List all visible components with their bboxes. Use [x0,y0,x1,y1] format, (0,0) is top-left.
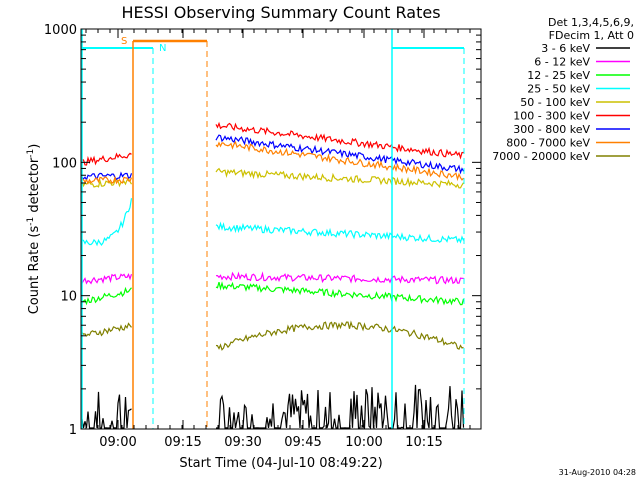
series-3-pre [81,198,133,247]
legend-label: 7000 - 20000 keV [492,150,590,163]
legend-label: 3 - 6 keV [541,42,590,55]
annotation-s: S [121,36,127,47]
y-tick-label: 100 [52,156,77,171]
x-tick-label: 09:15 [164,435,201,450]
y-axis-label-sup1: -1 [26,217,36,226]
x-tick-label: 09:30 [224,435,261,450]
series-0-post [216,384,465,430]
series-7-post [215,140,464,182]
series-4-post [215,167,465,189]
x-tick-label: 09:00 [99,435,136,450]
footer-timestamp: 31-Aug-2010 04:28 [559,468,636,477]
legend-label: 800 - 7000 keV [506,137,590,150]
series-0-pre [81,391,132,429]
series-2-post [215,281,465,306]
x-tick-label: 09:45 [284,435,321,450]
legend: Det 1,3,4,5,6,9, FDecim 1, Att 0 3 - 6 k… [492,16,634,163]
series-1-pre [81,272,133,285]
y-axis-label-mid: detector [27,157,42,217]
x-axis-label: Start Time (04-Jul-10 08:49:22) [179,456,382,471]
y-axis-label-main: Count Rate (s [27,226,42,315]
series-6-post [215,134,465,175]
chart-title: HESSI Observing Summary Count Rates [121,3,440,22]
series-8-pre [81,322,132,337]
series-8-post [215,320,464,351]
annotations-layer: SN [81,29,465,429]
legend-header-2: FDecim 1, Att 0 [549,29,634,42]
series-5-post [215,121,464,160]
series-1-post [215,271,464,285]
series-7-pre [81,175,133,185]
series-6-pre [81,171,133,182]
tick-layer: 1 10 100 1000 09:00 09:15 09:30 09:45 10:00 10:15 [44,23,481,450]
annotation-n: N [159,43,166,54]
legend-label: 25 - 50 keV [527,83,590,96]
y-tick-label: 10 [60,290,77,305]
plot-frame [80,28,482,430]
legend-label: 100 - 300 keV [513,110,590,123]
series-3-post [215,221,465,244]
series-layer [81,121,465,430]
legend-label: 6 - 12 keV [534,56,590,69]
y-axis-label-sup2: -1 [26,149,36,158]
legend-label: 12 - 25 keV [527,69,590,82]
y-tick-label: 1000 [44,23,77,38]
y-axis-label-end: ) [27,144,42,149]
legend-label: 50 - 100 keV [520,96,590,109]
legend-header-1: Det 1,3,4,5,6,9, [548,16,634,29]
series-5-pre [81,152,132,166]
x-tick-label: 10:00 [345,435,382,450]
y-axis-label: Count Rate (s-1 detector-1) [26,144,42,315]
x-tick-label: 10:15 [405,435,442,450]
legend-label: 300 - 800 keV [513,123,590,136]
y-tick-label: 1 [69,423,77,438]
series-2-pre [81,286,132,306]
